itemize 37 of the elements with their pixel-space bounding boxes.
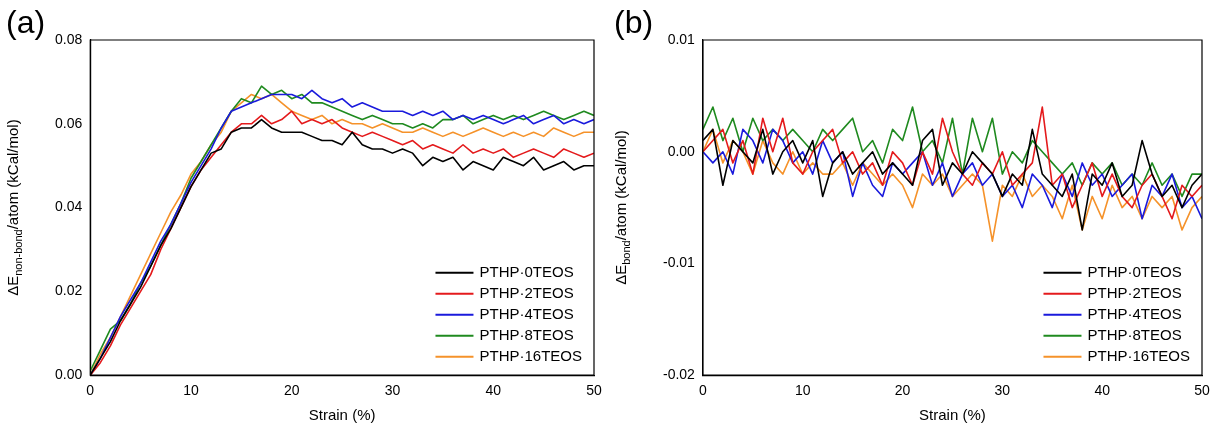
chart-title: (b) [614,3,654,40]
legend-label: PTHP·8TEOS [1087,325,1182,343]
x-tick-label: 10 [794,382,811,399]
y-tick-label: 0.08 [55,30,83,47]
x-tick-label: 40 [485,382,502,399]
x-tick-label: 30 [994,382,1011,399]
legend-label: PTHP·4TEOS [479,304,574,322]
y-tick-label: -0.01 [662,254,696,271]
legend-label: PTHP·0TEOS [1087,262,1182,280]
legend-label: PTHP·4TEOS [1087,304,1182,322]
x-tick-label: 50 [586,382,602,399]
y-tick-label: 0.04 [55,198,83,215]
y-tick-label: -0.02 [662,366,696,383]
y-axis-title: ΔEbond/atom (kCal/mol) [612,130,633,285]
y-tick-label: 0.01 [667,30,696,47]
y-tick-label: 0.00 [667,142,696,159]
legend-label: PTHP·2TEOS [1087,283,1182,301]
x-tick-label: 20 [283,382,300,399]
x-tick-label: 50 [1194,382,1210,399]
chart-title: (a) [6,3,46,40]
x-tick-label: 10 [183,382,199,399]
x-axis-title: Strain (%) [919,406,986,424]
x-tick-label: 0 [699,382,708,399]
legend-label: PTHP·16TEOS [1087,346,1191,364]
y-tick-label: 0.06 [55,114,83,131]
legend-label: PTHP·2TEOS [479,283,574,301]
x-axis-title: Strain (%) [308,406,376,424]
x-tick-label: 0 [86,382,95,399]
legend-label: PTHP·0TEOS [479,262,574,280]
x-tick-label: 40 [1094,382,1111,399]
y-tick-label: 0.00 [55,366,83,383]
y-tick-label: 0.02 [55,282,83,299]
legend-label: PTHP·16TEOS [479,346,583,364]
y-axis-title: ΔEnon-bond/atom (kCal/mol) [4,119,25,296]
x-tick-label: 30 [384,382,401,399]
x-tick-label: 20 [894,382,911,399]
legend-label: PTHP·8TEOS [479,325,574,343]
